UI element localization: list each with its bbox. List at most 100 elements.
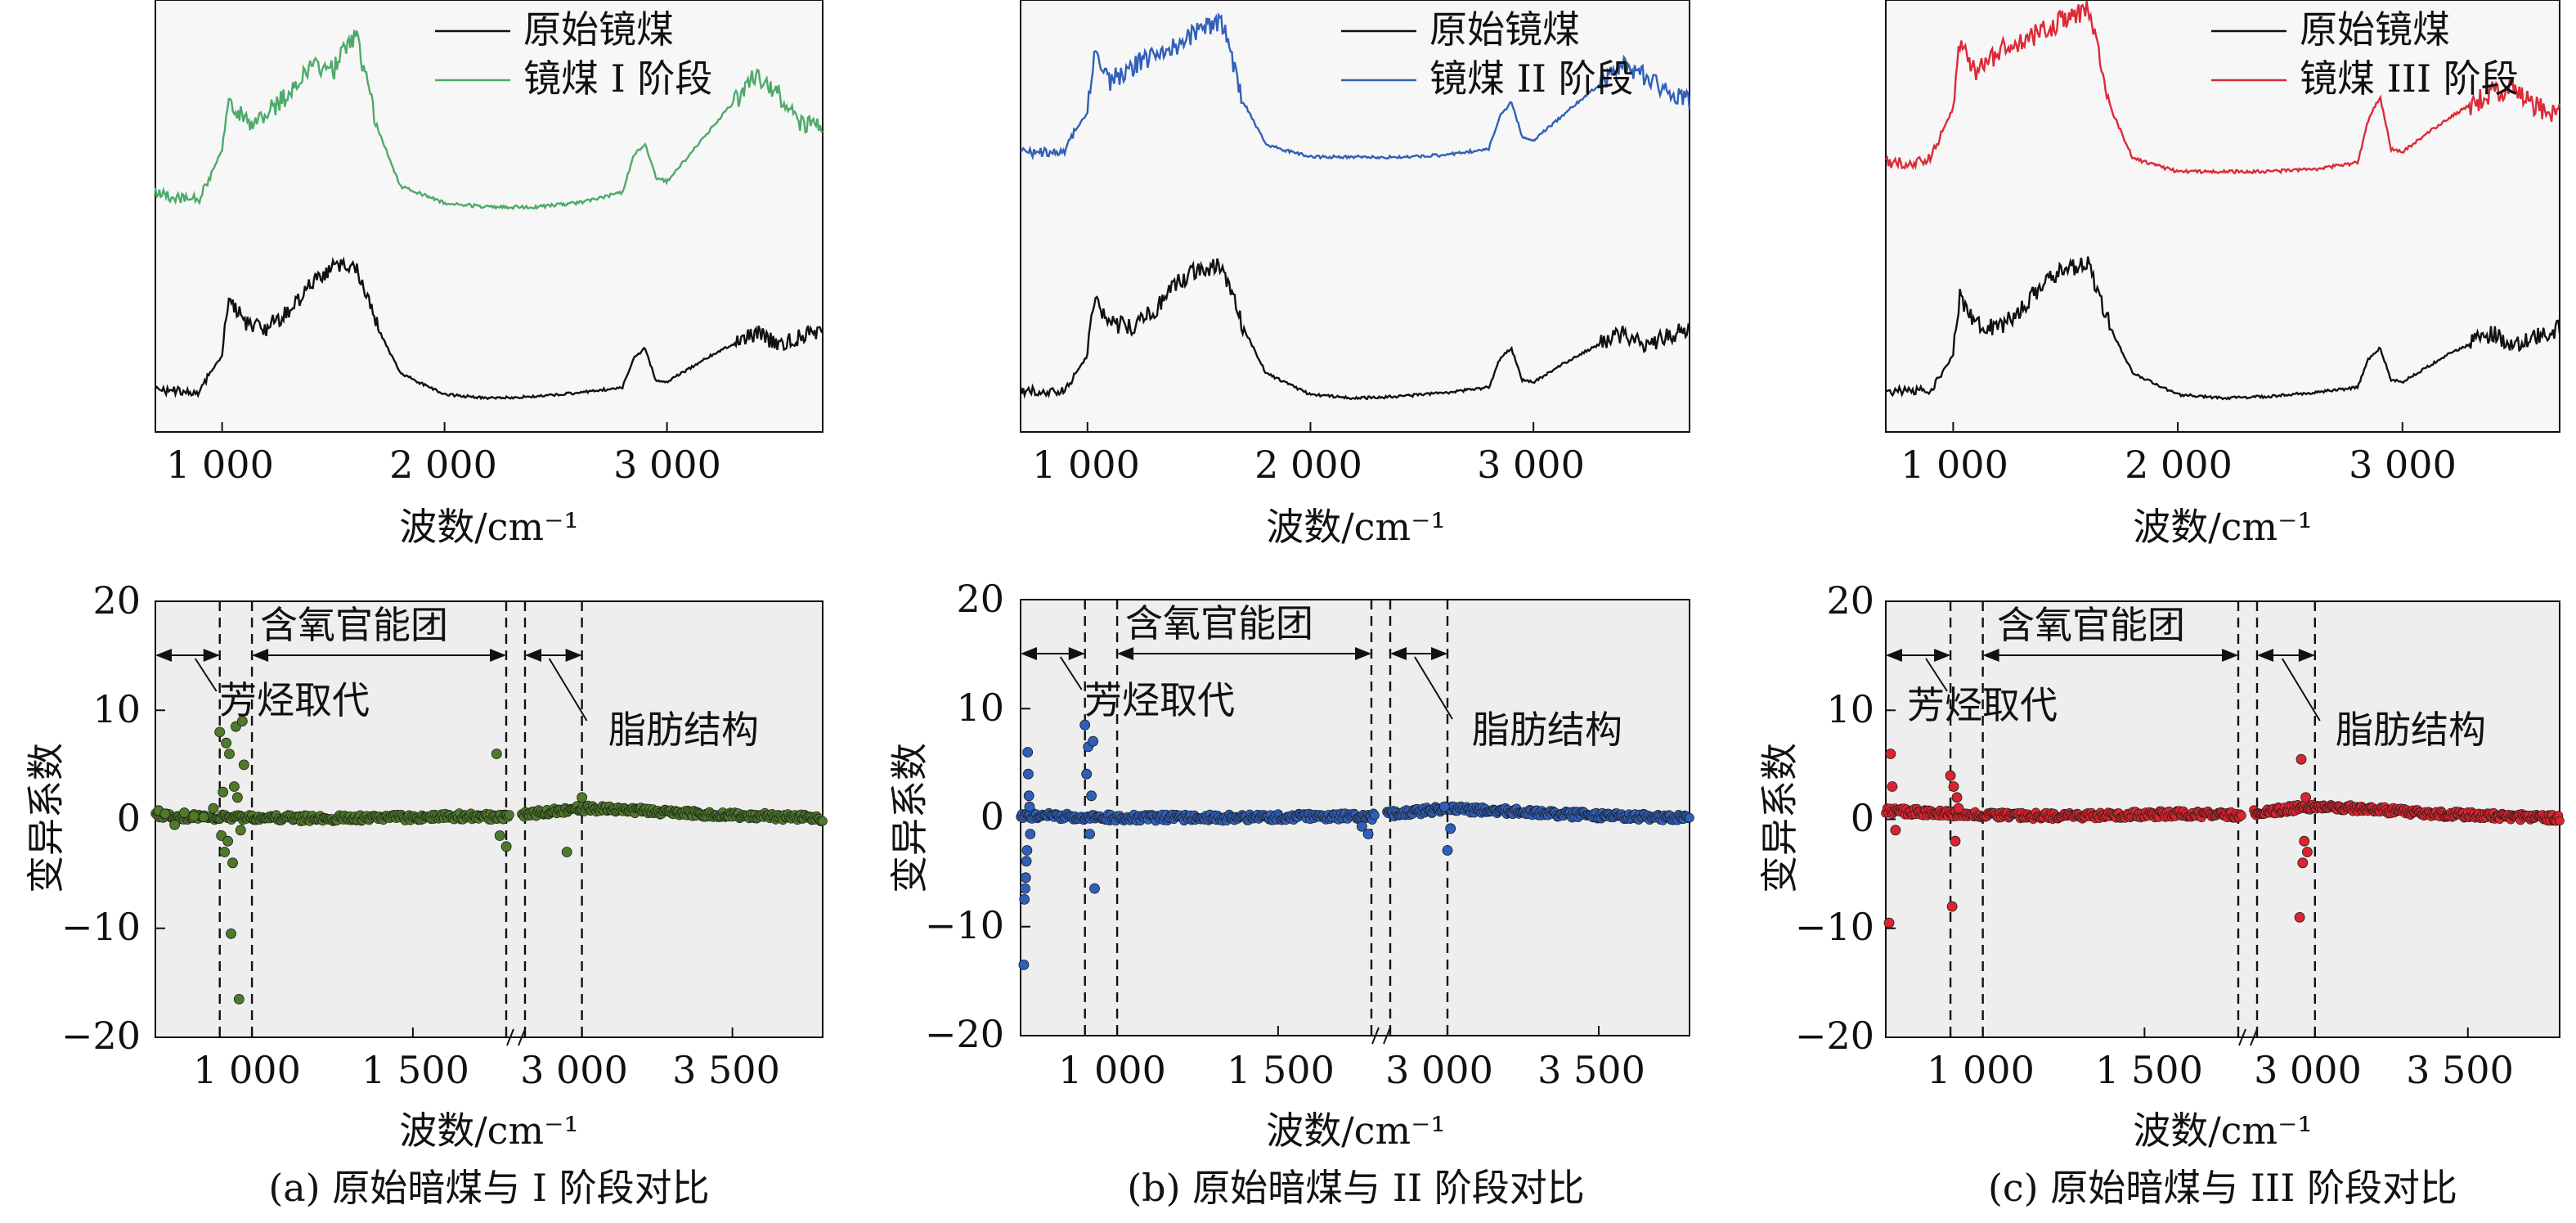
- x-axis-title-bottom-b: 波数/cm⁻¹: [1266, 1108, 1446, 1153]
- data-point: [1951, 792, 1963, 803]
- y-tick-label: −10: [1795, 905, 1874, 949]
- y-tick-label: 0: [1851, 796, 1874, 840]
- data-point: [1370, 810, 1380, 821]
- data-point: [1356, 821, 1367, 832]
- y-tick-label: 20: [92, 578, 141, 623]
- panel-a: 原始镜煤 镜煤 I 阶段 1 000 2 000 3 000 波数/cm⁻¹ 2…: [24, 0, 828, 1210]
- data-point: [1362, 829, 1374, 839]
- data-point: [227, 857, 238, 869]
- spectrum-line-stage: [1020, 11, 1691, 161]
- data-point: [818, 816, 828, 826]
- data-point: [2237, 811, 2246, 821]
- spectra-plot-a: [154, 0, 824, 433]
- legend-b: 原始镜煤 镜煤 II 阶段: [1429, 7, 1634, 101]
- data-point: [208, 803, 219, 814]
- data-point: [159, 808, 171, 820]
- x-tick-label: 1 000: [193, 1048, 301, 1092]
- data-point: [1089, 883, 1100, 894]
- x-tick-label: 3 500: [1537, 1048, 1645, 1092]
- axis-break-mark: [518, 1028, 526, 1046]
- x-tick-label: 3 000: [613, 443, 721, 487]
- data-point: [188, 811, 200, 821]
- y-tick-label: −10: [61, 905, 141, 949]
- annotation-aromatic-c: 芳烃取代: [1907, 683, 2058, 727]
- region-arrow-aromatic-head: [1934, 649, 1951, 662]
- x-tick-label: 3 500: [2406, 1048, 2514, 1092]
- annotation-oxygen-c: 含氧官能团: [1997, 603, 2185, 647]
- axis-break-mark: [2238, 1028, 2246, 1046]
- data-point: [226, 928, 236, 939]
- data-point: [1023, 768, 1034, 780]
- spectrum-line-original: [155, 256, 824, 401]
- annotation-aliphatic-b: 脂肪结构: [1472, 708, 1622, 752]
- data-point: [1022, 747, 1034, 758]
- x-axis-title-top-a: 波数/cm⁻¹: [399, 505, 579, 549]
- panel-b: 原始镜煤 镜煤 II 阶段 1 000 2 000 3 000 波数/cm⁻¹ …: [887, 0, 1694, 1210]
- region-arrow-aliphatic-head: [2257, 649, 2273, 662]
- data-point: [1885, 749, 1896, 759]
- legend-label-original-b: 原始镜煤: [1429, 7, 1580, 52]
- x-axis-title-top-c: 波数/cm⁻¹: [2133, 505, 2313, 549]
- data-point: [505, 810, 514, 820]
- data-point: [1887, 781, 1898, 792]
- axis-break-mark: [2250, 1028, 2258, 1046]
- legend-label-original-a: 原始镜煤: [523, 7, 674, 52]
- y-tick-label: 20: [956, 577, 1004, 621]
- caption-a: (a) 原始暗煤与 I 阶段对比: [268, 1166, 709, 1210]
- coefficient-plot-c: [1881, 600, 2565, 1046]
- spectrum-line-original: [1885, 256, 2561, 401]
- y-axis-title-b: 变异系数: [887, 743, 931, 893]
- region-arrow-oxygen-head: [490, 649, 506, 662]
- annotation-aliphatic-c: 脂肪结构: [2336, 708, 2486, 752]
- data-point: [1950, 835, 1961, 847]
- spectra-frame: [1885, 0, 2560, 433]
- y-tick-label: −20: [61, 1014, 141, 1058]
- data-point: [1079, 719, 1091, 731]
- annotation-aromatic-b: 芳烃取代: [1084, 678, 1235, 722]
- y-tick-label: 0: [981, 794, 1004, 839]
- data-point: [198, 812, 209, 823]
- annotation-oxygen-a: 含氧官能团: [260, 603, 448, 647]
- data-point: [1945, 770, 1956, 781]
- x-tick-label: 1 500: [361, 1048, 469, 1092]
- data-point: [494, 830, 505, 841]
- y-tick-label: 10: [1826, 687, 1874, 731]
- x-axis-title-top-b: 波数/cm⁻¹: [1266, 505, 1446, 549]
- region-arrow-aromatic-head: [1021, 647, 1037, 660]
- leader-line-aromatic: [1925, 658, 1948, 692]
- x-tick-label: 2 000: [1254, 443, 1362, 487]
- data-point: [1445, 823, 1456, 834]
- spectra-plot-b: [1019, 0, 1691, 433]
- x-tick-label: 3 000: [520, 1048, 628, 1092]
- legend-label-stage-a: 镜煤 I 阶段: [523, 56, 712, 101]
- data-point: [178, 807, 190, 818]
- x-tick-label: 3 000: [1385, 1048, 1493, 1092]
- data-point: [1948, 781, 1959, 792]
- leader-line-aliphatic: [548, 658, 588, 722]
- data-point: [238, 759, 249, 771]
- data-point: [1084, 829, 1095, 839]
- data-point: [1025, 829, 1036, 839]
- data-point: [214, 726, 226, 738]
- x-tick-label: 3 000: [2254, 1048, 2362, 1092]
- y-tick-label: 10: [956, 686, 1004, 730]
- region-arrow-aliphatic-head: [1390, 647, 1407, 660]
- data-point: [2297, 857, 2309, 869]
- legend-label-stage-c: 镜煤 III 阶段: [2300, 56, 2519, 101]
- data-point: [2300, 792, 2312, 803]
- data-point: [236, 716, 248, 726]
- data-point: [2555, 816, 2565, 826]
- spectra-frame: [155, 0, 824, 433]
- y-axis-title-a: 变异系数: [24, 743, 68, 893]
- data-point: [2294, 912, 2305, 923]
- y-axis-title-c: 变异系数: [1757, 743, 1802, 893]
- region-arrow-oxygen-head: [1355, 647, 1371, 660]
- x-tick-label: 1 500: [1227, 1048, 1335, 1092]
- region-arrow-aromatic-head: [1068, 647, 1085, 660]
- caption-c: (c) 原始暗煤与 III 阶段对比: [1988, 1166, 2457, 1210]
- x-tick-label: 3 500: [672, 1048, 780, 1092]
- leader-line-aromatic: [1059, 656, 1083, 690]
- axis-break-mark: [1371, 1027, 1380, 1045]
- leader-line-aliphatic: [2281, 658, 2321, 722]
- legend-c: 原始镜煤 镜煤 III 阶段: [2300, 7, 2519, 101]
